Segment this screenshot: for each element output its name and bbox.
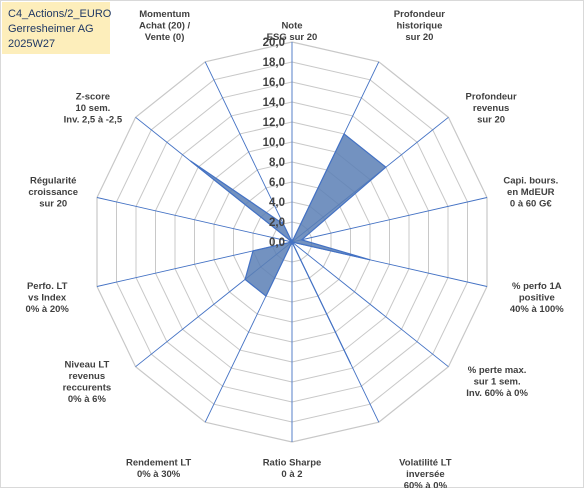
caption-line-category: C4_Actions/2_EURO <box>8 8 112 20</box>
axis-label: Z-score 10 sem. Inv. 2,5 à -2,5 <box>64 91 123 125</box>
tick-label: 20,0 <box>263 37 285 49</box>
axis-label-line: Rendement LT <box>126 458 191 469</box>
axis-label-line: Niveau LT <box>65 359 110 370</box>
axis-label-line: % perte max. <box>468 365 527 376</box>
axis-label-line: Note <box>281 21 302 32</box>
axis-label-line: 40% à 100% <box>510 304 564 315</box>
chart-caption-box: C4_Actions/2_EURO Gerresheimer AG 2025W2… <box>2 2 112 54</box>
tick-label: 18,0 <box>263 57 285 69</box>
tick-label: 6,0 <box>269 177 285 189</box>
axis-label: Profondeur historique sur 20 <box>394 9 445 43</box>
axis-label: % perfo 1A positive 40% à 100% <box>510 281 564 315</box>
axis-label-line: Inv. 2,5 à -2,5 <box>64 114 123 125</box>
axis-label-line: Z-score <box>76 91 110 102</box>
axis-label-line: Momentum <box>139 9 190 20</box>
axis-label: Momentum Achat (20) / Vente (0) <box>139 9 191 43</box>
series-area <box>190 132 387 364</box>
axis-label-line: ESG sur 20 <box>267 32 318 43</box>
axis-label-line: sur 20 <box>477 114 505 125</box>
axis-label-line: sur 20 <box>39 199 67 210</box>
axis-label-line: vs Index <box>28 293 67 304</box>
axis-spoke <box>291 241 449 368</box>
tick-label: 2,0 <box>269 217 285 229</box>
axis-label: Capi. bours. en MdEUR 0 à 60 G€ <box>503 176 558 210</box>
axis-label: Profondeur revenus sur 20 <box>465 91 516 125</box>
axis-label-line: 0 à 60 G€ <box>510 199 552 210</box>
axis-label-line: Profondeur <box>394 9 445 20</box>
axis-spoke <box>291 197 488 243</box>
tick-label: 4,0 <box>269 197 285 209</box>
axis-label-line: inversée <box>406 469 445 480</box>
axis-label-line: revenus <box>69 371 105 382</box>
axis-label-line: positive <box>519 293 555 304</box>
axis-label-line: croissance <box>28 187 78 198</box>
axis-label-line: revenus <box>473 103 509 114</box>
axis-spoke <box>204 61 293 243</box>
axis-label-line: Régularité <box>30 176 76 187</box>
tick-label: 16,0 <box>263 77 285 89</box>
axis-label: % perte max. sur 1 sem. Inv. 60% à 0% <box>466 365 528 399</box>
caption-line-company: Gerresheimer AG <box>8 23 94 35</box>
axis-label-line: Profondeur <box>465 91 516 102</box>
axis-label-line: Ratio Sharpe <box>263 458 322 469</box>
tick-label: 14,0 <box>263 97 285 109</box>
radar-series <box>190 132 387 364</box>
caption-line-period: 2025W27 <box>8 38 56 50</box>
axis-label-line: 60% à 0% <box>404 481 448 488</box>
axis-label: Volatilité LT inversée 60% à 0% <box>399 458 452 488</box>
axis-label-line: sur 1 sem. <box>474 377 521 388</box>
axis-label-line: Achat (20) / <box>139 21 191 32</box>
axis-label-line: Capi. bours. <box>503 176 558 187</box>
tick-label: 0,0 <box>269 237 285 249</box>
axis-label-line: 0% à 6% <box>68 394 107 405</box>
axis-label: Perfo. LT vs Index 0% à 20% <box>26 281 70 315</box>
axis-label-line: sur 20 <box>405 32 433 43</box>
tick-label: 12,0 <box>263 117 285 129</box>
axis-label: Note ESG sur 20 <box>267 21 318 44</box>
radar-tick-labels: 0,0 2,0 4,0 6,0 8,0 10,0 12,0 14,0 16,0 18,0 20,0 <box>263 37 285 249</box>
axis-label-line: en MdEUR <box>507 187 555 198</box>
axis-label-line: historique <box>396 21 442 32</box>
axis-label-line: Volatilité LT <box>399 458 452 469</box>
axis-label-line: % perfo 1A <box>512 281 562 292</box>
tick-label: 10,0 <box>263 137 285 149</box>
axis-label: Rendement LT 0% à 30% <box>126 458 191 481</box>
axis-label-line: Vente (0) <box>145 32 185 43</box>
axis-label-line: 0% à 30% <box>137 469 181 480</box>
axis-label: Régularité croissance sur 20 <box>28 176 78 210</box>
axis-label-line: 0 à 2 <box>281 469 302 480</box>
tick-label: 8,0 <box>269 157 285 169</box>
axis-spoke <box>96 197 293 243</box>
axis-label: Niveau LT revenus reccurents 0% à 6% <box>63 359 112 405</box>
axis-label-line: Inv. 60% à 0% <box>466 388 528 399</box>
axis-label-line: Perfo. LT <box>27 281 68 292</box>
axis-label-line: 10 sem. <box>75 103 110 114</box>
axis-label: Ratio Sharpe 0 à 2 <box>263 458 322 481</box>
axis-label-line: 0% à 20% <box>26 304 70 315</box>
axis-label-line: reccurents <box>63 382 112 393</box>
